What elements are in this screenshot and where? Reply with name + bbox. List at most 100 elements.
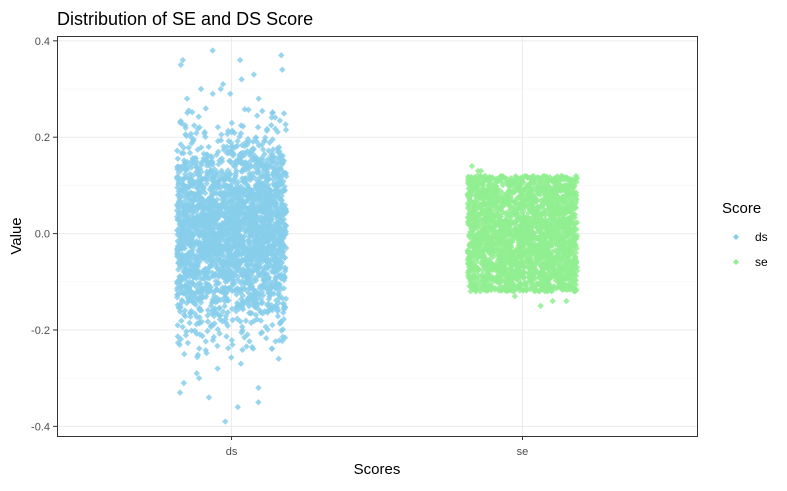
data-point-ds bbox=[197, 220, 205, 228]
data-point-se bbox=[530, 265, 538, 272]
data-point-se bbox=[488, 247, 495, 254]
data-point-ds bbox=[211, 210, 219, 218]
data-point-ds bbox=[180, 157, 188, 164]
data-point-se bbox=[533, 235, 540, 242]
data-point-ds bbox=[225, 257, 232, 264]
data-point-ds bbox=[244, 275, 252, 282]
data-point-se bbox=[558, 258, 566, 265]
data-point-ds bbox=[188, 255, 195, 262]
data-point-ds bbox=[259, 182, 266, 190]
data-point-ds bbox=[246, 172, 254, 179]
data-point-se bbox=[548, 215, 556, 223]
data-point-ds bbox=[278, 239, 286, 247]
data-point-ds bbox=[203, 283, 210, 291]
data-point-ds bbox=[204, 306, 212, 314]
data-point-ds bbox=[178, 163, 186, 171]
data-point-se bbox=[570, 239, 578, 247]
data-point-ds bbox=[192, 193, 199, 200]
data-point-se bbox=[570, 229, 577, 236]
data-point-ds bbox=[221, 219, 228, 227]
data-point-ds bbox=[216, 330, 223, 337]
data-point-ds bbox=[209, 201, 217, 209]
data-point-se bbox=[502, 277, 509, 284]
data-point-se bbox=[566, 285, 574, 293]
data-point-ds bbox=[231, 188, 239, 195]
data-point-se bbox=[517, 240, 525, 247]
data-point-se bbox=[554, 252, 561, 260]
data-point-ds bbox=[199, 231, 207, 238]
data-point-ds bbox=[222, 170, 230, 177]
data-point-se bbox=[531, 242, 539, 249]
data-point-se bbox=[549, 248, 556, 256]
data-point-ds bbox=[259, 107, 266, 115]
data-point-ds bbox=[238, 76, 245, 83]
data-point-se bbox=[525, 209, 532, 217]
data-point-se bbox=[527, 284, 534, 292]
data-point-ds bbox=[264, 175, 271, 182]
data-point-ds bbox=[269, 243, 277, 250]
data-point-ds bbox=[194, 125, 201, 132]
data-point-ds bbox=[266, 139, 273, 146]
data-point-ds bbox=[273, 297, 280, 304]
data-point-se bbox=[566, 198, 573, 206]
data-point-ds bbox=[231, 236, 238, 243]
data-point-se bbox=[515, 237, 523, 245]
data-point-se bbox=[517, 281, 524, 288]
data-point-se bbox=[539, 268, 547, 276]
data-point-se bbox=[530, 192, 538, 200]
data-point-ds bbox=[210, 220, 218, 227]
data-point-ds bbox=[189, 108, 196, 116]
data-point-ds bbox=[253, 112, 261, 119]
data-point-se bbox=[540, 223, 548, 231]
data-point-ds bbox=[243, 166, 250, 173]
data-point-se bbox=[562, 223, 569, 230]
data-point-ds bbox=[259, 299, 266, 306]
data-point-se bbox=[546, 247, 553, 255]
data-point-se bbox=[520, 263, 528, 271]
data-point-se bbox=[486, 209, 494, 216]
data-point-se bbox=[541, 254, 548, 261]
data-point-ds bbox=[176, 308, 184, 315]
data-point-ds bbox=[271, 226, 279, 233]
data-point-se bbox=[538, 278, 546, 285]
data-point-se bbox=[551, 187, 559, 194]
data-point-ds bbox=[222, 312, 230, 320]
data-point-ds bbox=[228, 210, 235, 217]
data-point-ds bbox=[229, 287, 236, 295]
data-point-se bbox=[533, 179, 540, 187]
data-point-se bbox=[526, 206, 533, 213]
data-point-se bbox=[481, 214, 489, 222]
data-point-se bbox=[509, 189, 517, 196]
data-point-ds bbox=[188, 208, 196, 216]
data-point-ds bbox=[205, 267, 212, 274]
data-point-se bbox=[467, 207, 474, 215]
data-point-ds bbox=[180, 311, 188, 318]
data-point-ds bbox=[247, 319, 255, 326]
data-point-ds bbox=[246, 300, 254, 307]
data-point-ds bbox=[195, 374, 203, 382]
data-point-ds bbox=[180, 235, 188, 242]
data-point-ds bbox=[271, 182, 278, 190]
data-point-ds bbox=[180, 149, 187, 157]
data-point-se bbox=[566, 221, 574, 228]
data-point-ds bbox=[280, 227, 287, 235]
data-point-se bbox=[559, 285, 566, 293]
data-point-ds bbox=[237, 209, 245, 216]
data-point-se bbox=[491, 284, 499, 292]
data-point-ds bbox=[197, 230, 205, 237]
data-point-se bbox=[531, 287, 539, 294]
data-point-ds bbox=[197, 85, 205, 93]
data-point-ds bbox=[212, 261, 219, 268]
data-point-se bbox=[520, 173, 527, 181]
data-point-ds bbox=[219, 80, 227, 88]
data-point-ds bbox=[207, 167, 215, 175]
data-point-ds bbox=[236, 196, 244, 203]
data-point-ds bbox=[223, 333, 230, 340]
data-point-se bbox=[464, 259, 472, 267]
data-point-ds bbox=[195, 113, 202, 120]
data-point-se bbox=[499, 269, 507, 276]
data-point-ds bbox=[213, 151, 220, 159]
data-point-ds bbox=[277, 254, 284, 262]
data-point-ds bbox=[225, 253, 232, 260]
